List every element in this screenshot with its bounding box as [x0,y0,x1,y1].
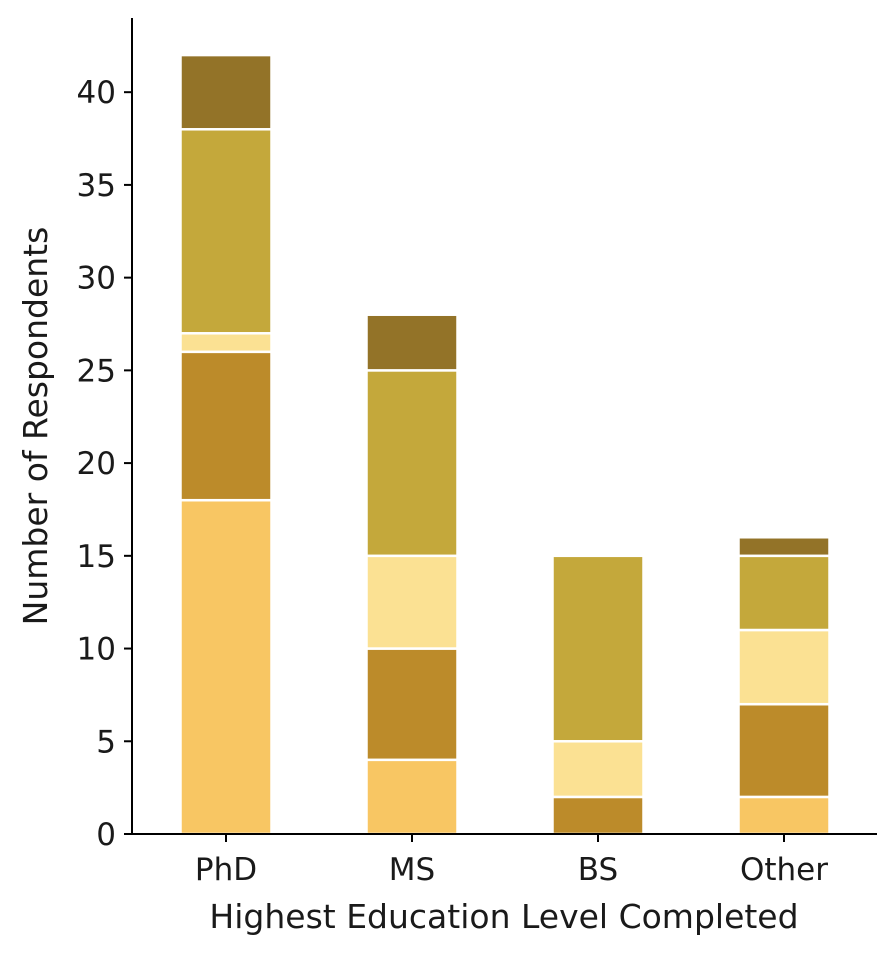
bar-segment-ms-4 [365,369,459,558]
x-axis-label: Highest Education Level Completed [209,897,798,936]
y-tick-label: 20 [77,446,116,482]
bars-group [179,53,831,836]
x-tick-label: MS [389,852,435,888]
y-tick-label: 30 [77,261,116,297]
bar-segment-ms-5 [365,313,459,372]
bar-segment-bs-2 [551,795,645,836]
bar-segment-phd-5 [179,53,273,131]
bar-segment-ms-2 [365,647,459,762]
bar-segment-other-2 [737,702,831,799]
bar-segment-other-5 [737,536,831,558]
y-axis-label: Number of Respondents [16,227,55,626]
x-tick-label: Other [740,852,828,888]
bar-segment-other-1 [737,795,831,836]
y-tick-label: 25 [77,353,116,389]
y-tick-label: 35 [77,168,116,204]
bar-segment-bs-4 [551,554,645,743]
bar-segment-other-3 [737,628,831,706]
x-tick-label: PhD [195,852,257,888]
y-tick-label: 0 [96,817,116,853]
y-tick-label: 40 [77,75,116,111]
bar-segment-bs-3 [551,740,645,799]
bar-segment-ms-1 [365,758,459,836]
y-tick-label: 15 [77,539,116,575]
bar-segment-phd-2 [179,350,273,502]
x-tick-label: BS [578,852,618,888]
y-tick-label: 5 [96,724,116,760]
y-ticks-group: 0 5 10 15 20 25 30 35 40 [77,75,132,853]
bar-segment-phd-3 [179,332,273,354]
bar-segment-phd-1 [179,498,273,836]
y-tick-label: 10 [77,632,116,668]
bar-segment-phd-4 [179,128,273,335]
x-ticks-group: PhD MS BS Other [195,834,828,888]
bar-segment-other-4 [737,554,831,632]
bar-segment-ms-3 [365,554,459,650]
